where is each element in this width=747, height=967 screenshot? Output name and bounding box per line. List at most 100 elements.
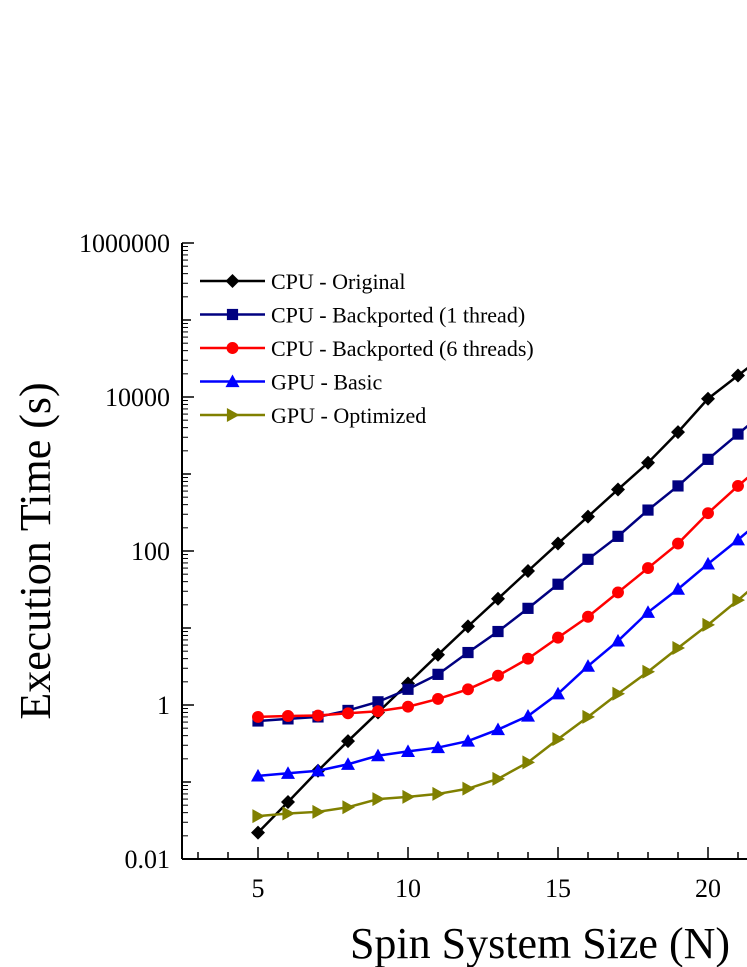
legend-swatch-marker <box>225 274 240 288</box>
data-point <box>491 722 505 736</box>
data-point <box>342 707 354 720</box>
data-point <box>522 755 535 770</box>
y-tick-label: 10000 <box>105 383 170 412</box>
data-point <box>731 368 745 383</box>
x-tick-label: 20 <box>695 874 721 903</box>
data-point <box>642 504 654 516</box>
data-point <box>342 800 355 815</box>
data-point <box>522 652 534 665</box>
data-point <box>732 479 744 492</box>
data-point <box>522 602 534 614</box>
data-point <box>372 696 384 708</box>
data-point <box>702 507 714 520</box>
data-point <box>641 605 655 618</box>
data-point <box>612 530 624 542</box>
axes: 5 10 15 20 0.01 1 100 10000 1000000 <box>79 229 747 903</box>
data-point <box>282 806 295 821</box>
x-tick-label: 15 <box>545 874 571 903</box>
data-point <box>702 617 715 632</box>
series-3 <box>252 476 747 723</box>
data-point <box>461 619 475 634</box>
data-point <box>642 664 655 679</box>
data-point <box>492 771 505 786</box>
data-point <box>671 582 685 595</box>
data-point <box>551 686 565 700</box>
legend-item: GPU - Optimized <box>200 403 426 428</box>
data-point <box>642 562 654 575</box>
data-point <box>341 757 355 770</box>
data-point <box>732 593 745 608</box>
data-point <box>341 734 355 749</box>
data-point <box>521 708 535 722</box>
legend-swatch-marker <box>225 374 240 388</box>
data-point <box>611 482 625 497</box>
series-1 <box>251 367 747 840</box>
y-axis-label: Execution Time (s) <box>11 382 60 719</box>
legend-swatch-marker <box>226 408 240 422</box>
y-tick-label: 1000000 <box>79 229 170 258</box>
data-point <box>252 809 265 824</box>
data-point <box>432 692 444 705</box>
data-point <box>281 794 295 809</box>
data-point <box>312 709 324 722</box>
legend: CPU - Original CPU - Backported (1 thread… <box>200 269 534 428</box>
series-5 <box>252 590 747 824</box>
data-point <box>672 480 684 492</box>
data-point <box>551 536 565 551</box>
data-point <box>402 700 414 713</box>
data-point <box>281 766 295 779</box>
data-point <box>701 391 715 406</box>
data-point <box>582 553 594 565</box>
data-point <box>612 586 624 599</box>
y-tick-label: 1 <box>157 691 170 720</box>
data-point <box>731 532 745 546</box>
y-tick-label: 100 <box>131 537 170 566</box>
data-point <box>492 625 504 638</box>
legend-item: GPU - Basic <box>200 370 382 395</box>
legend-item: CPU - Original <box>200 269 405 294</box>
data-point <box>581 659 595 672</box>
data-point <box>432 668 444 680</box>
data-point <box>612 686 625 701</box>
series-line <box>257 367 747 834</box>
data-point <box>641 455 655 470</box>
data-point <box>282 710 294 722</box>
data-point <box>462 781 475 796</box>
data-point <box>672 640 685 655</box>
legend-swatch-marker <box>226 342 239 354</box>
data-point <box>462 646 474 659</box>
data-point <box>251 825 265 840</box>
data-point <box>372 792 385 807</box>
data-point <box>552 578 564 590</box>
y-tick-label: 0.01 <box>125 845 171 874</box>
legend-label: GPU - Basic <box>271 370 382 395</box>
data-point <box>732 428 744 440</box>
data-point <box>581 509 595 524</box>
data-point <box>251 768 265 782</box>
legend-swatch-marker <box>226 308 239 321</box>
data-point <box>312 804 325 819</box>
legend-label: CPU - Backported (1 thread) <box>271 303 525 328</box>
data-point <box>491 591 505 606</box>
legend-label: CPU - Backported (6 threads) <box>271 336 534 361</box>
data-point <box>371 748 385 762</box>
data-point <box>252 710 264 723</box>
data-point <box>492 669 504 682</box>
legend-item: CPU - Backported (6 threads) <box>200 336 534 361</box>
data-point <box>702 453 714 465</box>
data-point <box>311 763 325 777</box>
data-point <box>431 740 445 754</box>
data-point <box>462 683 474 696</box>
legend-item: CPU - Backported (1 thread) <box>200 303 525 328</box>
series-4 <box>251 530 747 782</box>
x-tick-label: 5 <box>252 874 265 903</box>
legend-label: GPU - Optimized <box>271 403 426 428</box>
data-point <box>401 744 415 757</box>
data-point <box>552 732 565 747</box>
data-point <box>431 647 445 662</box>
data-point <box>402 789 415 804</box>
legend-label: CPU - Original <box>271 269 405 294</box>
data-point <box>672 537 684 550</box>
data-point <box>701 556 715 570</box>
